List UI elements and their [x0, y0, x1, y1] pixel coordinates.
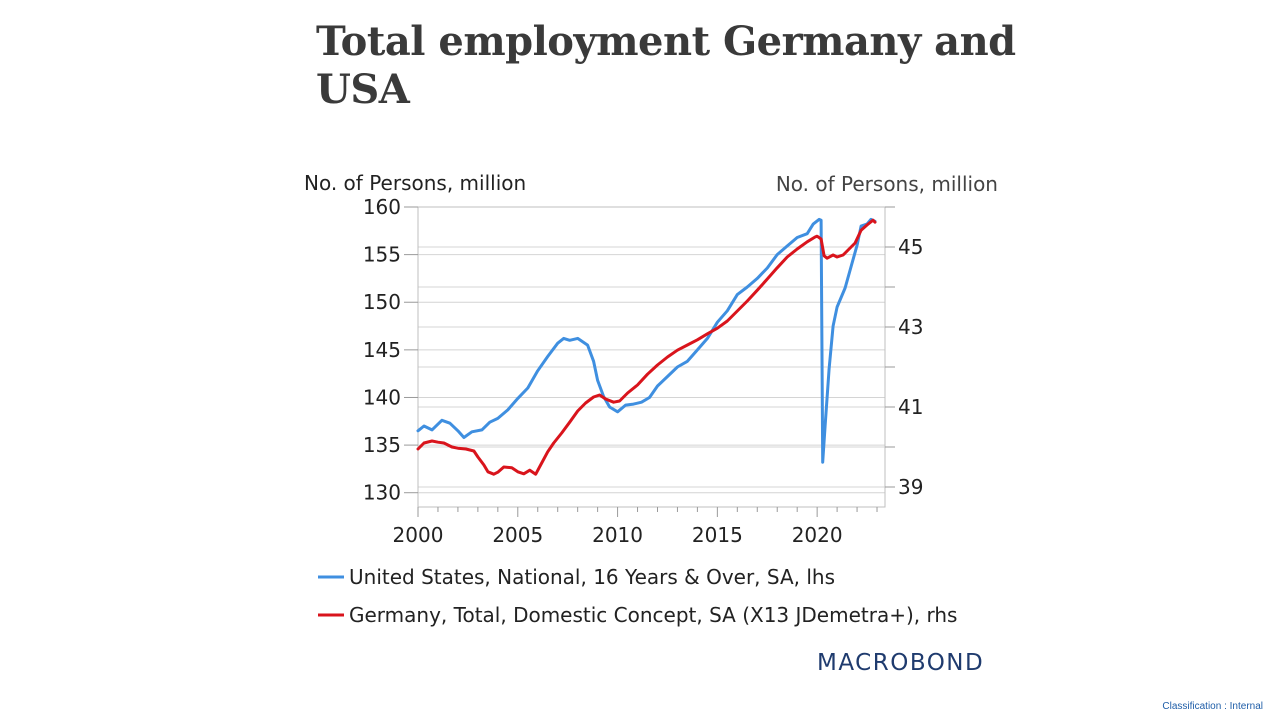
macrobond-logo: MACROBOND: [817, 650, 984, 676]
y-right-tick-label: 41: [898, 395, 923, 419]
chart-legend: United States, National, 16 Years & Over…: [318, 565, 957, 627]
x-tick-label: 2020: [792, 523, 843, 547]
y-axis-left-label: No. of Persons, million: [304, 171, 526, 195]
y-left-tick-label: 130: [363, 481, 401, 505]
y-left-tick-label: 145: [363, 338, 401, 362]
chart-labels: 130 135 140 145 150 155 160 39 41 43 45 2000 2005 201…: [363, 195, 924, 547]
y-left-tick-label: 135: [363, 433, 401, 457]
chart-series: [416, 217, 877, 476]
y-left-tick-label: 155: [363, 243, 401, 267]
legend-label: United States, National, 16 Years & Over…: [349, 565, 835, 589]
y-left-tick-label: 160: [363, 195, 401, 219]
y-axis-right-label: No. of Persons, million: [776, 172, 998, 196]
slide-title: Total employment Germany and USA: [316, 18, 1016, 113]
series-line-united-states: [416, 217, 877, 464]
brand-name: MACROBOND: [817, 650, 984, 676]
x-tick-label: 2000: [393, 523, 444, 547]
chart-ticks: [404, 206, 895, 517]
y-right-tick-label: 39: [898, 475, 923, 499]
legend-label: Germany, Total, Domestic Concept, SA (X1…: [349, 603, 957, 627]
y-right-tick-label: 43: [898, 315, 923, 339]
y-left-tick-label: 140: [363, 385, 401, 409]
x-tick-label: 2015: [692, 523, 743, 547]
x-tick-label: 2005: [492, 523, 543, 547]
y-left-tick-label: 150: [363, 290, 401, 314]
y-right-tick-label: 45: [898, 235, 923, 259]
series-line-germany: [416, 218, 877, 476]
plot-area-border: [417, 206, 886, 508]
classification-label: Classification : Internal: [1162, 701, 1263, 712]
chart-gridlines: [418, 206, 885, 494]
x-tick-label: 2010: [592, 523, 643, 547]
